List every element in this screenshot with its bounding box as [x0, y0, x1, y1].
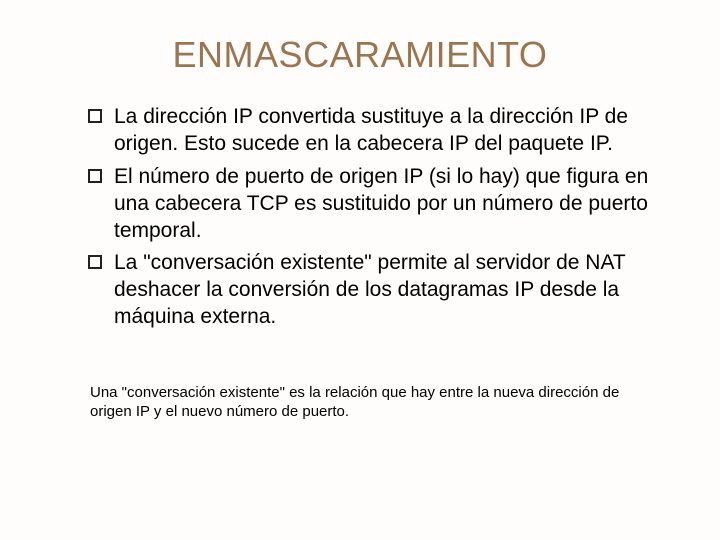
list-item: La "conversación existente" permite al s…: [88, 250, 660, 331]
bullet-text: El número de puerto de origen IP (si lo …: [114, 165, 648, 242]
bullet-text: La "conversación existente" permite al s…: [114, 251, 625, 328]
list-item: La dirección IP convertida sustituye a l…: [88, 104, 660, 158]
footnote: Una "conversación existente" es la relac…: [60, 346, 660, 422]
bullet-text: La dirección IP convertida sustituye a l…: [114, 105, 628, 155]
bullet-list: La dirección IP convertida sustituye a l…: [60, 104, 660, 331]
list-item: El número de puerto de origen IP (si lo …: [88, 164, 660, 245]
slide: ENMASCARAMIENTO La dirección IP converti…: [0, 0, 720, 540]
slide-title: ENMASCARAMIENTO: [60, 34, 660, 76]
